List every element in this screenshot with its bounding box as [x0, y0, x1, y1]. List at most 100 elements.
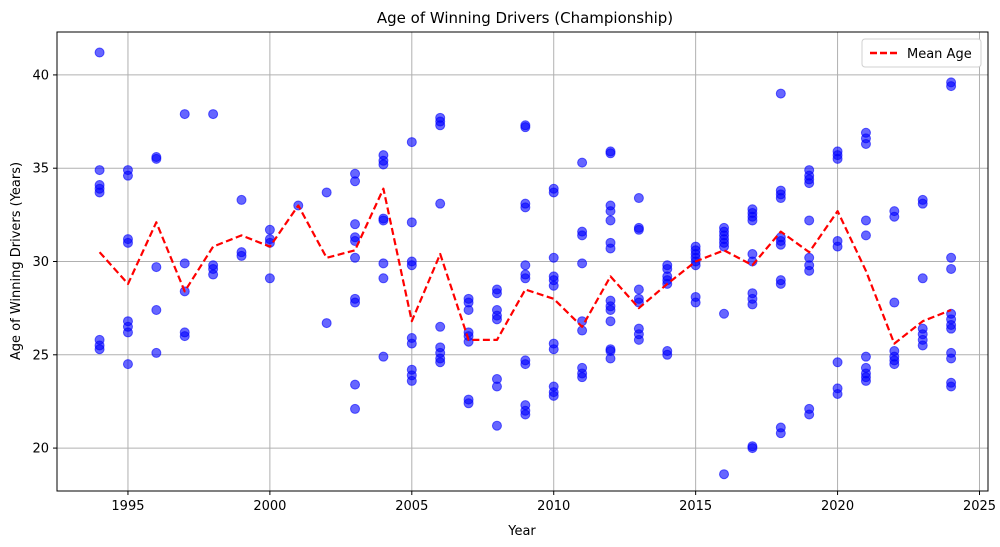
scatter-point — [151, 153, 162, 164]
scatter-point — [605, 353, 616, 364]
scatter-point — [860, 375, 871, 386]
scatter-point — [605, 243, 616, 254]
scatter-point — [520, 122, 531, 133]
scatter-point — [122, 327, 133, 338]
scatter-point — [804, 215, 815, 226]
scatter-point — [747, 215, 758, 226]
scatter-point — [804, 178, 815, 189]
scatter-point — [321, 318, 332, 329]
scatter-point — [435, 198, 446, 209]
scatter-point — [520, 260, 531, 271]
scatter-point — [747, 299, 758, 310]
scatter-point — [832, 241, 843, 252]
scatter-point — [917, 340, 928, 351]
scatter-point — [633, 193, 644, 204]
y-axis-label: Age of Winning Drivers (Years) — [9, 162, 24, 360]
y-tick-label: 40 — [32, 68, 49, 83]
x-tick-label: 2010 — [537, 499, 570, 514]
scatter-point — [406, 217, 417, 228]
scatter-point — [946, 381, 957, 392]
scatter-point — [719, 469, 730, 480]
scatter-point — [208, 269, 219, 280]
scatter-point — [605, 305, 616, 316]
scatter-point — [350, 176, 361, 187]
scatter-point — [633, 334, 644, 345]
scatter-point — [860, 351, 871, 362]
mean-age-line — [98, 187, 952, 345]
scatter-point — [179, 109, 190, 120]
scatter-point — [179, 331, 190, 342]
x-axis: 1995 2000 2005 2010 2015 2020 2025 — [111, 491, 996, 514]
scatter-point — [350, 252, 361, 263]
scatter-point — [662, 349, 673, 360]
scatter-point — [520, 273, 531, 284]
scatter-point — [775, 428, 786, 439]
scatter-point — [946, 323, 957, 334]
scatter-point — [321, 187, 332, 198]
scatter-point — [860, 138, 871, 149]
scatter-point — [548, 187, 559, 198]
scatter-point — [520, 409, 531, 420]
scatter-point — [151, 305, 162, 316]
scatter-point — [435, 120, 446, 131]
mean-line-layer — [98, 187, 952, 345]
scatter-point — [605, 316, 616, 327]
scatter-point — [832, 357, 843, 368]
scatter-point — [122, 170, 133, 181]
x-tick-label: 2005 — [395, 499, 428, 514]
legend-frame — [861, 38, 982, 68]
scatter-point — [406, 260, 417, 271]
scatter-point — [406, 375, 417, 386]
scatter-point — [491, 314, 502, 325]
scatter-point — [435, 321, 446, 332]
scatter-point — [350, 403, 361, 414]
scatter-point — [804, 265, 815, 276]
scatter-point — [946, 263, 957, 274]
y-tick-label: 25 — [32, 348, 49, 363]
scatter-point — [491, 381, 502, 392]
scatter-point — [350, 219, 361, 230]
scatter-point — [122, 359, 133, 370]
scatter-point — [860, 230, 871, 241]
scatter-point — [719, 241, 730, 252]
scatter-point — [605, 215, 616, 226]
scatter-point — [236, 194, 247, 205]
scatter-point — [122, 237, 133, 248]
scatter-point — [832, 388, 843, 399]
scatter-point — [690, 297, 701, 308]
scatter-point — [548, 280, 559, 291]
scatter-point — [719, 308, 730, 319]
scatter-point — [491, 420, 502, 431]
scatter-point — [889, 211, 900, 222]
x-tick-label: 2020 — [821, 499, 854, 514]
scatter-point — [378, 351, 389, 362]
scatter-point — [577, 258, 588, 269]
scatter-point — [236, 250, 247, 261]
scatter-point — [633, 224, 644, 235]
scatter-point — [917, 198, 928, 209]
scatter-point — [946, 353, 957, 364]
scatter-point — [208, 109, 219, 120]
scatter-point — [520, 359, 531, 370]
scatter-point — [804, 409, 815, 420]
scatter-point — [548, 390, 559, 401]
scatter-point — [491, 288, 502, 299]
scatter-point — [747, 443, 758, 454]
y-tick-label: 20 — [32, 442, 49, 457]
scatter-point — [350, 379, 361, 390]
scatter-point — [378, 258, 389, 269]
x-axis-label: Year — [507, 524, 536, 539]
scatter-point — [889, 297, 900, 308]
scatter-point — [577, 230, 588, 241]
legend: Mean Age — [861, 38, 982, 68]
scatter-point — [917, 273, 928, 284]
x-tick-label: 1995 — [111, 499, 144, 514]
scatter-point — [151, 262, 162, 273]
scatter-point — [577, 157, 588, 168]
scatter-point — [775, 278, 786, 289]
scatter-point — [775, 239, 786, 250]
scatter-point — [633, 284, 644, 295]
scatter-points — [94, 47, 957, 480]
scatter-point — [946, 252, 957, 263]
x-tick-label: 2000 — [253, 499, 286, 514]
